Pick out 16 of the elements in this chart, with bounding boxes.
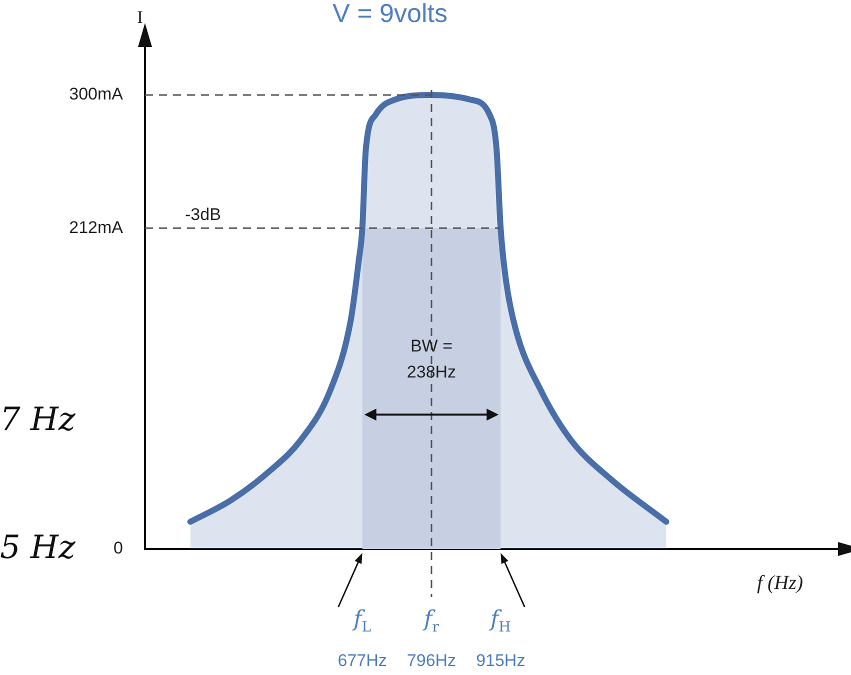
y-tick-label: 212mA [69, 218, 124, 237]
text: 7 Hz [0, 400, 76, 438]
text: 5 Hz [0, 528, 76, 566]
text: f$_{H}$ [490, 607, 511, 636]
x-axis-title: f (Hz) [756, 572, 804, 594]
chart-title: V = 9volts [332, 0, 448, 29]
x-tick-label: 796Hz [406, 650, 456, 670]
y-axis-title: I [137, 7, 143, 27]
x-tick-label: 915Hz [476, 650, 526, 670]
text: f$_{L}$ [354, 607, 372, 636]
y-tick-label: 300mA [69, 84, 124, 104]
annotation: BW = 238Hz [406, 336, 456, 382]
ref-line-label: -3dB [185, 205, 221, 224]
x-tick-label: 677Hz [338, 650, 387, 670]
text: f$_{r}$ [424, 607, 439, 636]
y-tick-label: 0 [114, 538, 123, 558]
